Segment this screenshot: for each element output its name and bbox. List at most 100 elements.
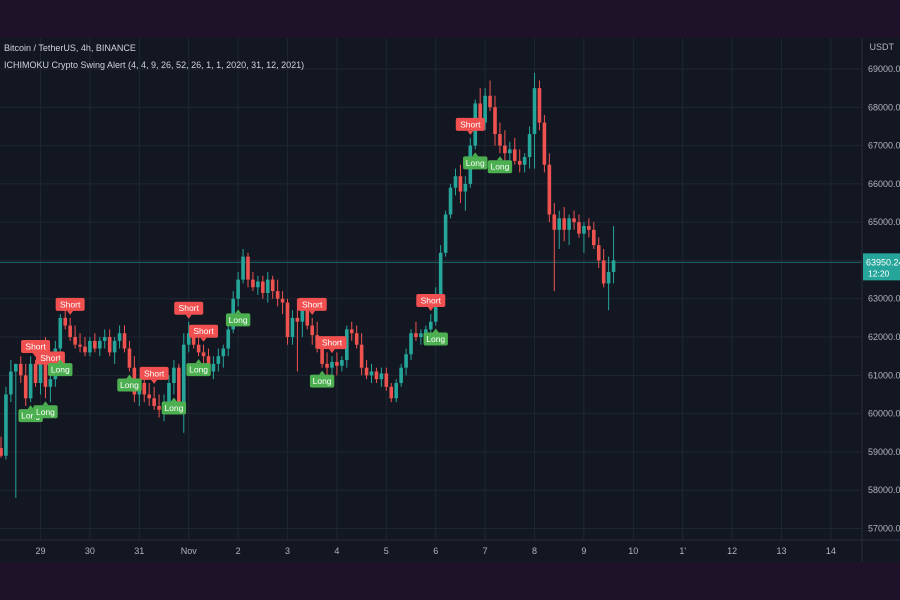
- signal-box: [189, 324, 219, 338]
- candle-body: [537, 88, 542, 123]
- signal-box: [117, 378, 142, 392]
- signal-box: [455, 117, 485, 131]
- candle-body: [542, 122, 547, 165]
- candle-body: [483, 95, 487, 123]
- candle-body: [14, 363, 18, 372]
- x-tick-label: 6: [433, 546, 438, 556]
- signal-text: Long: [36, 407, 55, 417]
- x-tick-label: 3: [285, 546, 290, 556]
- candle-body: [265, 279, 270, 293]
- candle-body: [186, 333, 191, 345]
- candle-body: [58, 317, 63, 349]
- signal-pointer: [195, 359, 202, 364]
- signal-text: Long: [229, 315, 248, 325]
- signal-box: [33, 405, 58, 419]
- signal-box: [297, 297, 327, 311]
- y-tick-label: 59000.00: [868, 447, 900, 457]
- candle-body: [48, 379, 53, 387]
- candle-body: [359, 344, 364, 368]
- signal-text: Long: [490, 162, 509, 172]
- signal-pointer: [57, 359, 64, 364]
- candle-body: [335, 361, 339, 366]
- candle-body: [330, 361, 334, 368]
- price-badge-countdown: 12:20: [868, 268, 890, 278]
- currency-unit-label[interactable]: USDT: [869, 42, 895, 52]
- candle-body: [493, 107, 497, 135]
- x-tick-label: 4: [334, 546, 339, 556]
- signal-box: [487, 160, 513, 174]
- candle-body: [527, 134, 532, 158]
- signal-text: Short: [40, 353, 61, 363]
- candle-body: [404, 354, 408, 368]
- long-signal-label: Long: [186, 359, 211, 377]
- signal-text: Short: [60, 299, 81, 309]
- candle-body: [78, 344, 82, 347]
- x-tick-label: 1': [679, 546, 686, 556]
- candle-body: [196, 344, 201, 353]
- y-tick-label: 67000.00: [868, 141, 900, 151]
- signal-box: [225, 313, 251, 327]
- signal-pointer: [319, 370, 326, 375]
- signal-pointer: [309, 310, 316, 315]
- x-tick-label: 2: [236, 546, 241, 556]
- candle-body: [102, 337, 107, 341]
- candle-body: [83, 346, 87, 353]
- candle-body: [107, 337, 112, 353]
- candle-body: [275, 291, 280, 299]
- signal-pointer: [496, 156, 503, 161]
- signal-box: [317, 336, 347, 350]
- candle-body: [532, 88, 537, 135]
- candle-body: [379, 373, 384, 380]
- candle-body: [508, 149, 512, 154]
- x-tick-label: 30: [85, 546, 95, 556]
- signal-text: Short: [460, 119, 481, 129]
- candle-body: [448, 187, 453, 215]
- signal-pointer: [467, 130, 474, 135]
- symbol-title[interactable]: Bitcoin / TetherUS, 4h, BINANCE: [4, 43, 136, 53]
- signal-pointer: [427, 307, 434, 312]
- price-badge-box: [863, 253, 900, 281]
- signal-pointer: [235, 309, 242, 314]
- long-signal-label: Long: [117, 374, 142, 392]
- candle-body: [340, 360, 344, 366]
- candle-body: [256, 281, 260, 288]
- candle-body: [122, 333, 127, 349]
- candle-body: [582, 225, 586, 234]
- y-tick-label: 62000.00: [868, 332, 900, 342]
- candle-body: [280, 298, 285, 303]
- candle-body: [562, 218, 566, 230]
- short-signal-label: Short: [297, 297, 327, 315]
- y-tick-label: 57000.00: [868, 524, 900, 534]
- candle-body: [577, 222, 581, 234]
- candle-body: [419, 333, 423, 338]
- indicator-legend[interactable]: ICHIMOKU Crypto Swing Alert (4, 4, 9, 26…: [4, 60, 305, 70]
- candle-body: [310, 325, 315, 336]
- candle-body: [191, 333, 196, 345]
- candle-body: [211, 363, 216, 372]
- y-tick-label: 65000.00: [868, 217, 900, 227]
- candle-body: [552, 214, 557, 230]
- candle-body: [389, 386, 394, 399]
- signal-text: Long: [120, 380, 139, 390]
- signal-pointer: [27, 405, 34, 410]
- candle-body: [305, 308, 310, 326]
- signals: ShortShortShortShortShortShortShortShort…: [18, 117, 513, 423]
- candle-body: [374, 371, 379, 380]
- signal-box: [55, 297, 85, 311]
- signal-pointer: [67, 310, 74, 315]
- signal-text: Long: [313, 376, 332, 386]
- y-tick-label: 68000.00: [868, 102, 900, 112]
- short-signal-label: Short: [55, 297, 85, 315]
- candle-body: [18, 363, 23, 376]
- candle-body: [246, 256, 250, 280]
- short-signal-label: Short: [189, 324, 219, 342]
- candle-body: [522, 157, 527, 165]
- candlestick-chart[interactable]: ShortShortShortShortShortShortShortShort…: [0, 38, 900, 562]
- candle-body: [463, 183, 468, 192]
- x-tick-label: 12: [727, 546, 737, 556]
- signal-text: Short: [421, 296, 442, 306]
- price-badge-value: 63950.24: [866, 257, 900, 267]
- candle-body: [498, 134, 502, 146]
- signal-text: Short: [322, 338, 343, 348]
- candle-body: [117, 333, 122, 341]
